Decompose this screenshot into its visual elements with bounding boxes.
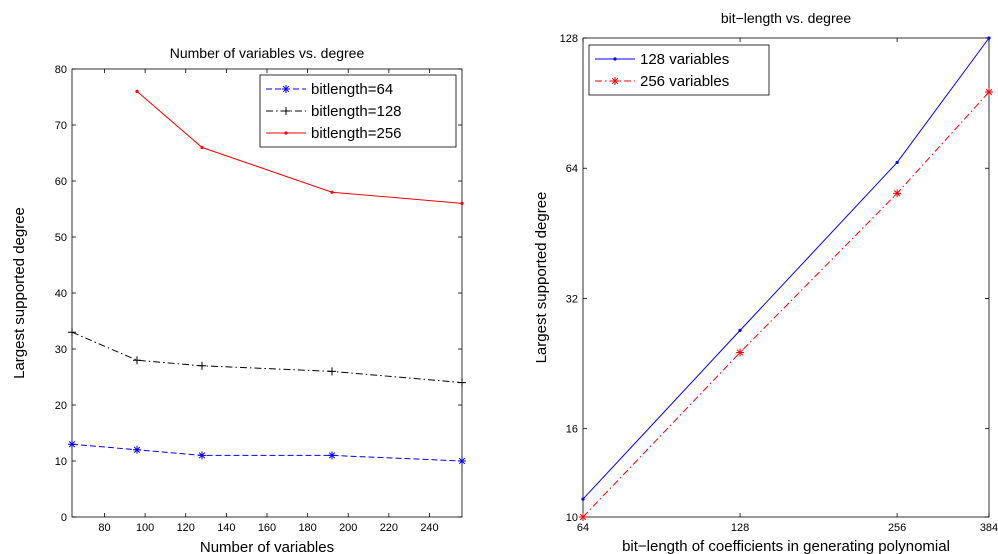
y-tick-label: 80 <box>55 64 67 76</box>
legend-box <box>588 44 770 96</box>
series-bitlength-256-line <box>136 91 463 204</box>
series-bitlength-256-point <box>330 190 334 194</box>
x-axis-label: Number of variables <box>200 539 334 554</box>
x-tick-label: 200 <box>339 522 357 534</box>
x-tick-label: 220 <box>380 522 398 534</box>
y-tick-label: 128 <box>560 33 578 45</box>
legend-label: 128 variables <box>640 51 729 68</box>
series-bitlength-64-point <box>458 457 466 465</box>
series-bitlength-128-point <box>458 378 466 387</box>
y-tick-label: 50 <box>55 232 67 244</box>
legend-label: 256 variables <box>640 73 729 90</box>
x-axis-label: bit−length of coefficients in generating… <box>622 538 950 554</box>
y-tick-label: 40 <box>55 288 67 300</box>
chart-title: bit−length vs. degree <box>721 10 852 26</box>
y-tick-label: 10 <box>55 456 67 468</box>
series-128-variables-point <box>581 497 585 501</box>
series-128-variables-point <box>987 36 991 40</box>
y-tick-label: 16 <box>566 424 578 436</box>
legend-marker <box>282 107 290 115</box>
x-tick-label: 240 <box>420 522 438 534</box>
y-axis-label: Largest supported degree <box>11 207 28 379</box>
series-128-variables-point <box>895 160 899 165</box>
series-bitlength-256-point <box>135 89 139 93</box>
chart-bitlength-vs-degree: bit−length vs. degree bit−length of coef… <box>533 10 998 554</box>
series-bitlength-128-point <box>198 361 206 370</box>
x-tick-label: 180 <box>298 522 316 534</box>
series-bitlength-128-point <box>328 367 336 376</box>
x-tick-label: 128 <box>731 522 749 534</box>
y-tick-label: 70 <box>55 120 67 132</box>
y-tick-label: 0 <box>61 512 67 524</box>
series-256-variables-line <box>582 91 990 518</box>
x-tick-label: 256 <box>888 522 906 534</box>
series-128-variables-point <box>738 328 742 332</box>
x-tick-label: 140 <box>217 522 235 534</box>
y-tick-label: 30 <box>55 344 67 356</box>
legend-label: bitlength=64 <box>311 81 393 98</box>
x-tick-label: 120 <box>177 522 195 534</box>
x-tick-label: 64 <box>577 522 589 534</box>
chart-title: Number of variables vs. degree <box>170 45 365 61</box>
series-bitlength-64-point <box>68 440 76 449</box>
series-bitlength-128-line <box>71 331 463 384</box>
series-bitlength-64-line <box>71 443 463 462</box>
series-bitlength-128-point <box>68 328 76 337</box>
x-tick-label: 160 <box>258 522 276 534</box>
y-tick-label: 32 <box>566 293 578 305</box>
series-bitlength-128-point <box>133 356 141 365</box>
chart-variables-vs-degree: Number of variables vs. degree Number of… <box>11 45 466 554</box>
series-256-variables-point <box>736 348 745 357</box>
series-bitlength-256-point <box>460 201 464 205</box>
series-256-variables-point <box>579 513 587 521</box>
x-tick-label: 80 <box>98 522 110 534</box>
series-bitlength-64-point <box>198 451 206 460</box>
legend-label: bitlength=128 <box>311 103 402 120</box>
legend-box <box>259 74 457 148</box>
series-bitlength-64-point <box>328 451 336 460</box>
plot-area <box>582 37 990 518</box>
y-tick-label: 64 <box>566 163 578 175</box>
series-128-variables-line <box>582 37 990 500</box>
y-tick-label: 20 <box>55 400 67 412</box>
x-tick-label: 384 <box>980 522 998 534</box>
legend-marker <box>613 57 617 61</box>
series-bitlength-64-point <box>133 445 141 454</box>
legend-marker <box>282 85 290 93</box>
legend-marker <box>611 77 619 85</box>
x-tick-label: 100 <box>136 522 154 534</box>
y-tick-label: 60 <box>55 176 67 188</box>
y-axis-label: Largest supported degree <box>533 192 550 364</box>
legend-marker <box>284 131 288 135</box>
series-256-variables-point <box>985 88 993 97</box>
legend-label: bitlength=256 <box>311 125 402 142</box>
y-tick-label: 10 <box>566 512 578 524</box>
series-bitlength-256-point <box>200 145 204 149</box>
series-256-variables-point <box>893 189 902 198</box>
